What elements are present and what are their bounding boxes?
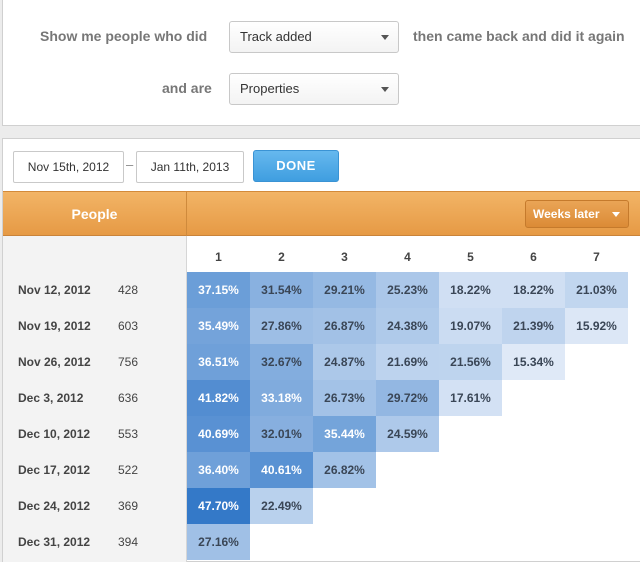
cohort-column [3, 236, 187, 562]
week-header: 6 [530, 250, 537, 264]
retention-cell: 29.21% [313, 272, 376, 308]
retention-cell: 26.82% [313, 452, 376, 488]
cohort-date: Dec 24, 2012 [18, 499, 91, 513]
retention-cell: 18.22% [439, 272, 502, 308]
retention-report: Nov 15th, 2012 – Jan 11th, 2013 DONE Peo… [2, 138, 640, 562]
people-column-header: People [3, 192, 187, 236]
cohort-date: Dec 10, 2012 [18, 427, 91, 441]
retention-cell: 27.86% [250, 308, 313, 344]
query-prefix-label: Show me people who did [40, 28, 208, 44]
retention-cell: 19.07% [439, 308, 502, 344]
retention-cell: 21.56% [439, 344, 502, 380]
retention-cell: 24.87% [313, 344, 376, 380]
retention-cell: 26.73% [313, 380, 376, 416]
cohort-count: 522 [118, 463, 139, 477]
query-panel: Show me people who did Track added then … [2, 0, 640, 126]
cohort-count: 394 [118, 535, 139, 549]
retention-cell: 32.01% [250, 416, 313, 452]
retention-cell: 31.54% [250, 272, 313, 308]
cohort-count: 369 [118, 499, 139, 513]
weeks-later-label: Weeks later [533, 207, 600, 221]
done-button[interactable]: DONE [253, 150, 339, 182]
retention-cell: 22.49% [250, 488, 313, 524]
retention-cell: 25.23% [376, 272, 439, 308]
chevron-down-icon [381, 35, 389, 40]
retention-cell: 41.82% [187, 380, 250, 416]
week-header: 2 [278, 250, 285, 264]
retention-cell: 27.16% [187, 524, 250, 560]
cohort-date: Nov 26, 2012 [18, 355, 91, 369]
cohort-count: 553 [118, 427, 139, 441]
cohort-date: Nov 19, 2012 [18, 319, 91, 333]
date-from-input[interactable]: Nov 15th, 2012 [13, 151, 124, 183]
retention-cell: 33.18% [250, 380, 313, 416]
retention-cell: 15.34% [502, 344, 565, 380]
table-header-bar: People Weeks later [3, 191, 640, 236]
cohort-count: 636 [118, 391, 139, 405]
cohort-count: 603 [118, 319, 139, 333]
retention-cell: 36.40% [187, 452, 250, 488]
cohort-date: Nov 12, 2012 [18, 283, 91, 297]
chevron-down-icon [612, 212, 620, 217]
and-are-label: and are [162, 80, 212, 96]
retention-cell: 21.69% [376, 344, 439, 380]
cohort-count: 756 [118, 355, 139, 369]
week-header: 1 [215, 250, 222, 264]
retention-cell: 35.49% [187, 308, 250, 344]
week-header: 7 [593, 250, 600, 264]
retention-cell: 15.92% [565, 308, 628, 344]
weeks-later-dropdown[interactable]: Weeks later [525, 200, 629, 228]
week-header: 5 [467, 250, 474, 264]
properties-select-value: Properties [240, 81, 300, 96]
event-select[interactable]: Track added [229, 21, 399, 53]
retention-cell: 26.87% [313, 308, 376, 344]
retention-cell: 32.67% [250, 344, 313, 380]
properties-select[interactable]: Properties [229, 73, 399, 105]
cohort-date: Dec 17, 2012 [18, 463, 91, 477]
chevron-down-icon [381, 87, 389, 92]
retention-cell: 40.69% [187, 416, 250, 452]
query-suffix-label: then came back and did it again [413, 28, 625, 44]
retention-cell: 21.03% [565, 272, 628, 308]
week-header: 4 [404, 250, 411, 264]
retention-cell: 18.22% [502, 272, 565, 308]
retention-cell: 29.72% [376, 380, 439, 416]
cohort-date: Dec 3, 2012 [18, 391, 84, 405]
week-header: 3 [341, 250, 348, 264]
retention-cell: 36.51% [187, 344, 250, 380]
date-to-input[interactable]: Jan 11th, 2013 [136, 151, 244, 183]
retention-cell: 40.61% [250, 452, 313, 488]
retention-cell: 47.70% [187, 488, 250, 524]
retention-cell: 35.44% [313, 416, 376, 452]
cohort-count: 428 [118, 283, 139, 297]
date-separator: – [126, 157, 134, 172]
cohort-date: Dec 31, 2012 [18, 535, 91, 549]
retention-cell: 21.39% [502, 308, 565, 344]
retention-cell: 37.15% [187, 272, 250, 308]
retention-cell: 17.61% [439, 380, 502, 416]
retention-cell: 24.38% [376, 308, 439, 344]
event-select-value: Track added [240, 29, 312, 44]
retention-cell: 24.59% [376, 416, 439, 452]
